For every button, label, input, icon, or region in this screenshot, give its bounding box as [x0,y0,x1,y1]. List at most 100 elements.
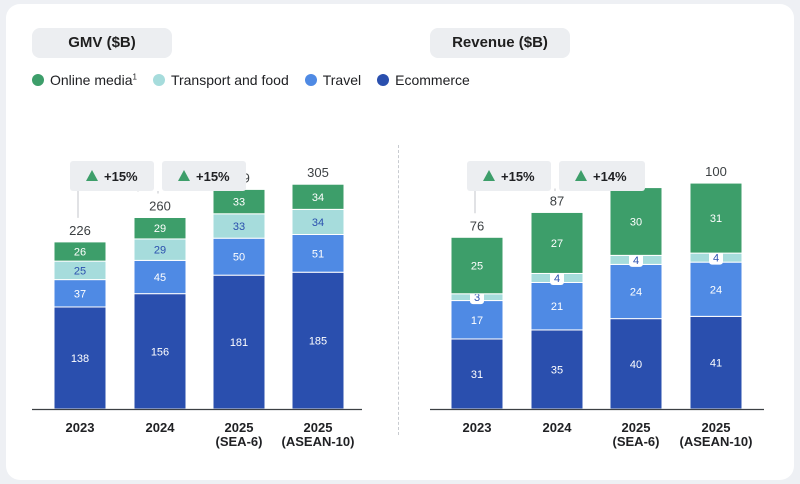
legend-item-ecommerce: Ecommerce [377,72,470,88]
data-label: 30 [630,216,642,228]
growth-callout-box [70,161,154,191]
up-triangle-icon [178,170,190,181]
legend-item-online-media: Online media1 [32,72,137,88]
bar-segment-travel [530,281,584,331]
growth-label: +15% [501,169,535,184]
bar-segment-online_media [530,211,584,274]
bar-segment-online_media [609,187,663,256]
bar-segment-transport_food [291,208,345,236]
x-tick-label: 2024 [146,420,176,435]
total-label: 226 [69,223,91,238]
data-label: 25 [74,265,86,277]
bar-segment-ecommerce [212,274,266,410]
x-tick-label: 2025 [702,420,731,435]
total-label: 305 [307,165,329,180]
growth-label: +15% [104,169,138,184]
data-label: 51 [312,248,324,260]
data-label: 34 [312,217,324,229]
legend-label-travel: Travel [322,72,362,88]
data-label: 40 [630,359,642,371]
total-label: 260 [149,198,171,213]
data-label: 29 [154,245,166,257]
total-label: 76 [470,218,484,233]
data-label: 25 [471,261,483,273]
x-tick-label: (SEA-6) [613,434,660,449]
x-tick-label: 2025 [225,420,254,435]
up-triangle-icon [483,170,495,181]
bar-segment-online_media [450,236,504,295]
x-tick-label: (ASEAN-10) [680,434,753,449]
gmv-chart-title: GMV ($B) [32,28,172,58]
bar-segment-ecommerce [450,338,504,410]
data-label: 4 [713,253,719,265]
data-label: 26 [74,247,86,259]
growth-callout-box [559,161,645,191]
bar-segment-ecommerce [291,271,345,410]
bar-segment-online_media [689,182,743,254]
data-label: 4 [554,273,560,285]
data-label: 17 [471,315,483,327]
data-label: 4 [633,255,639,267]
legend-item-transport-food: Transport and food [152,72,289,88]
value-chip [709,250,723,265]
growth-label: +14% [593,169,627,184]
data-label: 31 [471,369,483,381]
data-label: 138 [71,353,89,365]
legend-label-online-media: Online media1 [50,72,137,88]
data-label: 31 [710,213,722,225]
growth-callout-box [467,161,551,191]
value-chip [629,252,643,267]
data-label: 185 [309,336,327,348]
growth-label: +15% [196,169,230,184]
data-label: 21 [551,301,563,313]
legend: Online media1 Transport and food Travel … [32,72,470,88]
bar-segment-travel [212,237,266,276]
x-tick-label: 2024 [543,420,573,435]
data-label: 33 [233,221,245,233]
data-label: 34 [312,192,324,204]
x-tick-label: (ASEAN-10) [282,434,355,449]
x-tick-label: 2023 [463,420,492,435]
bar-segment-ecommerce [689,315,743,410]
legend-label-ecommerce: Ecommerce [395,72,470,88]
growth-callout-box [162,161,246,191]
value-chip [550,270,564,285]
data-label: 29 [154,223,166,235]
online-media-swatch [32,74,44,86]
data-label: 41 [710,358,722,370]
data-label: 3 [474,292,480,304]
x-tick-label: (SEA-6) [216,434,263,449]
x-tick-label: 2025 [304,420,333,435]
bar-segment-ecommerce [609,318,663,410]
ecommerce-swatch [377,74,390,86]
bar-segment-travel [133,259,187,295]
data-label: 156 [151,346,169,358]
data-label: 50 [233,252,245,264]
data-label: 24 [630,287,642,299]
x-tick-label: 2023 [66,420,95,435]
bar-segment-travel [53,279,107,308]
data-label: 35 [551,364,563,376]
data-label: 181 [230,337,248,349]
bar-segment-travel [450,300,504,340]
bar-segment-online_media [53,241,107,262]
panel-divider [398,145,399,435]
x-tick-label: 2025 [622,420,651,435]
up-triangle-icon [86,170,98,181]
data-label: 33 [233,197,245,209]
travel-swatch [304,74,317,86]
data-label: 37 [74,288,86,300]
total-label: 100 [705,164,727,179]
bar-segment-travel [291,234,345,273]
data-label: 45 [154,272,166,284]
legend-label-transport-food: Transport and food [170,72,289,88]
legend-item-travel: Travel [304,72,362,88]
bar-segment-online_media [291,183,345,210]
total-label: 87 [550,193,564,208]
data-label: 27 [551,238,563,250]
bar-segment-online_media [133,216,187,240]
revenue-chart-title: Revenue ($B) [430,28,570,58]
data-label: 24 [710,284,722,296]
up-triangle-icon [575,170,587,181]
